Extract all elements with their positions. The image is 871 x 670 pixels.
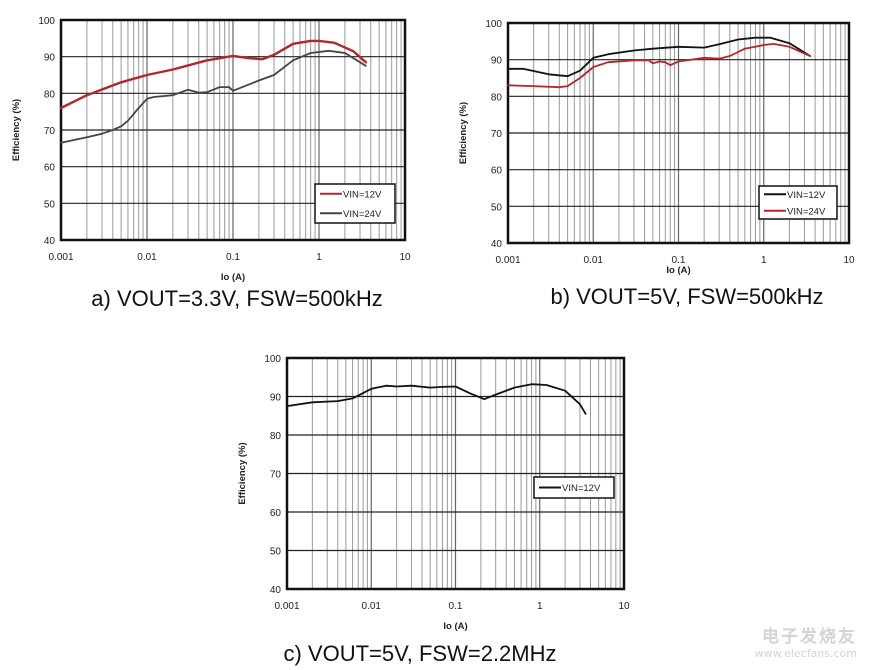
x-tick-label: 1 <box>761 255 767 266</box>
series-line-vin-24v <box>60 49 367 144</box>
y-tick-label: 90 <box>270 393 282 404</box>
x-tick-label: 0.1 <box>226 252 240 263</box>
y-tick-label: 50 <box>270 547 282 558</box>
plot-frame <box>506 21 851 245</box>
y-tick-label: 40 <box>44 236 56 247</box>
series-line-vin-24v <box>507 43 811 89</box>
legend: VIN=12V VIN=24V <box>314 183 396 224</box>
y-tick-label: 40 <box>270 585 282 596</box>
y-tick-label: 60 <box>44 163 56 174</box>
y-tick-label: 80 <box>44 89 56 100</box>
x-tick-label: 0.1 <box>672 255 686 266</box>
y-axis-label: Efficiency (%) <box>11 99 22 161</box>
y-tick-label: 90 <box>491 56 503 67</box>
y-tick-label: 100 <box>38 16 55 27</box>
y-axis-label: Efficiency (%) <box>458 102 469 164</box>
x-tick-label: 0.001 <box>274 601 299 612</box>
legend-box <box>314 183 396 224</box>
legend-label: VIN=12V <box>787 190 826 201</box>
plot-frame <box>285 356 626 591</box>
x-tick-label: 1 <box>316 252 322 263</box>
watermark-url: www.elecfans.com <box>754 647 857 660</box>
caption-c: c) VOUT=5V, FSW=2.2MHz <box>283 641 557 666</box>
y-tick-label: 100 <box>264 354 281 365</box>
x-axis-label: Io (A) <box>221 272 245 283</box>
chart-1: 40 50 60 70 80 90 100 0.001 0.01 0.1 1 10 Io (A) Effi… <box>458 19 855 276</box>
y-tick-label: 100 <box>485 19 502 30</box>
y-tick-label: 80 <box>270 431 282 442</box>
y-tick-label: 60 <box>491 166 503 177</box>
y-tick-label: 90 <box>44 53 56 64</box>
x-tick-label: 10 <box>843 255 855 266</box>
x-axis-label: Io (A) <box>443 621 467 632</box>
legend-box <box>533 476 615 499</box>
legend-box <box>758 185 838 220</box>
x-tick-label: 0.01 <box>137 252 157 263</box>
y-tick-label: 70 <box>44 126 56 137</box>
legend: VIN=12V VIN=24V <box>758 185 838 220</box>
y-tick-label: 70 <box>491 129 503 140</box>
watermark-name: 电子发烧友 <box>762 627 857 647</box>
legend-label: VIN=24V <box>343 209 382 220</box>
x-tick-label: 0.001 <box>48 252 73 263</box>
x-tick-label: 0.01 <box>362 601 382 612</box>
y-tick-label: 70 <box>270 470 282 481</box>
y-tick-label: 60 <box>270 508 282 519</box>
series-line-vin-12v <box>286 383 587 415</box>
legend-label: VIN=24V <box>787 206 826 217</box>
caption-a: a) VOUT=3.3V, FSW=500kHz <box>91 286 383 311</box>
x-tick-label: 0.01 <box>584 255 604 266</box>
legend: VIN=12V <box>533 476 615 499</box>
x-tick-label: 1 <box>537 601 543 612</box>
y-tick-label: 50 <box>491 202 503 213</box>
x-tick-label: 10 <box>618 601 630 612</box>
chart-0: 40 50 60 70 80 90 100 0.001 0.01 0.1 1 10 Io (A) Effi… <box>11 16 411 283</box>
legend-label: VIN=12V <box>343 189 382 200</box>
plot-frame <box>59 18 407 242</box>
y-axis-label: Efficiency (%) <box>237 442 248 504</box>
series-line-vin-12v <box>507 36 811 78</box>
x-tick-label: 10 <box>399 252 411 263</box>
x-tick-label: 0.001 <box>495 255 520 266</box>
legend-label: VIN=12V <box>562 483 601 494</box>
caption-b: b) VOUT=5V, FSW=500kHz <box>550 284 824 309</box>
x-tick-label: 0.1 <box>449 601 463 612</box>
series-line-vin-12v <box>59 39 367 110</box>
y-tick-label: 40 <box>491 239 503 250</box>
watermark-logo: 电子发烧友 www.elecfans.com <box>755 622 857 660</box>
y-tick-label: 80 <box>491 92 503 103</box>
chart-2: 40 50 60 70 80 90 100 0.001 0.01 0.1 1 10 Io (A) Effi… <box>237 354 630 632</box>
y-tick-label: 50 <box>44 199 56 210</box>
x-axis-label: Io (A) <box>666 265 690 276</box>
